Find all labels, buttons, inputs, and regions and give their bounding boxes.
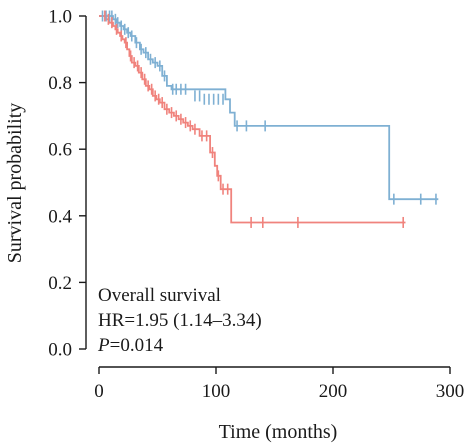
p-value: =0.014 — [110, 335, 164, 356]
tick-marks — [79, 15, 451, 374]
survival-curve-1 — [99, 15, 439, 201]
annotation-p-value: P=0.014 — [97, 335, 164, 356]
axes — [85, 16, 450, 368]
y-tick-label: 0.8 — [48, 73, 72, 94]
y-axis-title: Survival probability — [4, 103, 26, 264]
tick-labels: 0.0 0.2 0.4 0.6 0.8 1.0 0 100 200 300 — [48, 7, 464, 403]
x-tick-label: 100 — [202, 381, 231, 402]
censor-marks — [101, 10, 437, 228]
x-tick-label: 200 — [319, 381, 348, 402]
x-axis-title: Time (months) — [219, 421, 338, 443]
y-tick-label: 0.2 — [48, 273, 72, 294]
y-tick-label: 0.0 — [48, 340, 72, 361]
plot-lines — [99, 15, 439, 224]
x-tick-label: 0 — [94, 381, 104, 402]
x-tick-label: 300 — [436, 381, 465, 402]
p-label: P — [97, 335, 110, 356]
survival-curve-2 — [99, 15, 406, 224]
annotation-block: Overall survival HR=1.95 (1.14–3.34) P=0… — [97, 285, 262, 356]
y-tick-label: 0.6 — [48, 140, 72, 161]
annotation-hr: HR=1.95 (1.14–3.34) — [98, 310, 262, 331]
y-tick-label: 1.0 — [48, 7, 72, 28]
y-tick-label: 0.4 — [48, 206, 72, 227]
annotation-title: Overall survival — [98, 285, 221, 306]
